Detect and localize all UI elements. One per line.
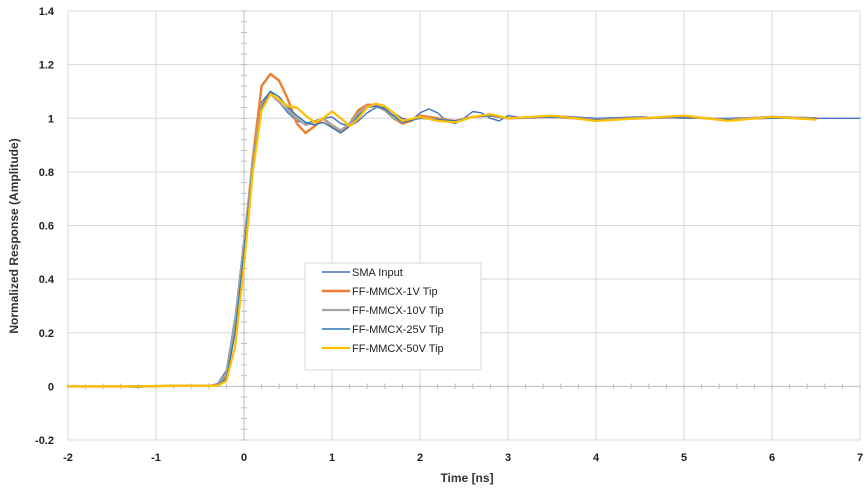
legend-label: SMA Input [352,267,403,279]
legend-label: FF-MMCX-10V Tip [352,305,444,317]
x-tick-label: 5 [681,452,687,464]
y-tick-label: 0 [48,381,54,393]
legend-label: FF-MMCX-25V Tip [352,324,444,336]
x-axis-title: Time [ns] [440,471,493,485]
y-axis-title: Normalized Response (Amplitude) [7,138,21,333]
tick-labels: -0.2 0 0.2 0.4 0.6 0.8 1 1.2 1.4 -2 -1 0 1 2 3 4 5 6 7 [35,6,863,464]
y-tick-label: -0.2 [35,435,54,447]
legend-label: FF-MMCX-1V Tip [352,286,438,298]
x-tick-label: 3 [505,452,511,464]
series-group [66,72,861,388]
y-tick-label: 1.2 [39,60,54,72]
y-tick-label: 1 [48,113,54,125]
series-line [66,93,818,388]
y-tick-label: 0.4 [39,274,55,286]
x-tick-label: 1 [329,452,335,464]
x-tick-label: 6 [769,452,775,464]
grid [67,10,861,441]
x-tick-label: -2 [63,452,73,464]
y-tick-label: 0.2 [39,328,54,340]
x-tick-label: 4 [593,452,600,464]
y-tick-label: 0.6 [39,221,54,233]
x-tick-label: 7 [857,452,863,464]
x-tick-label: 2 [417,452,423,464]
x-tick-label: 0 [241,452,247,464]
x-tick-label: -1 [151,452,161,464]
legend-box [304,262,482,371]
y-tick-label: 1.4 [39,6,55,18]
legend: SMA Input FF-MMCX-1V Tip FF-MMCX-10V Tip FF… [304,262,482,371]
y-tick-label: 0.8 [39,167,54,179]
legend-label: FF-MMCX-50V Tip [352,343,444,355]
